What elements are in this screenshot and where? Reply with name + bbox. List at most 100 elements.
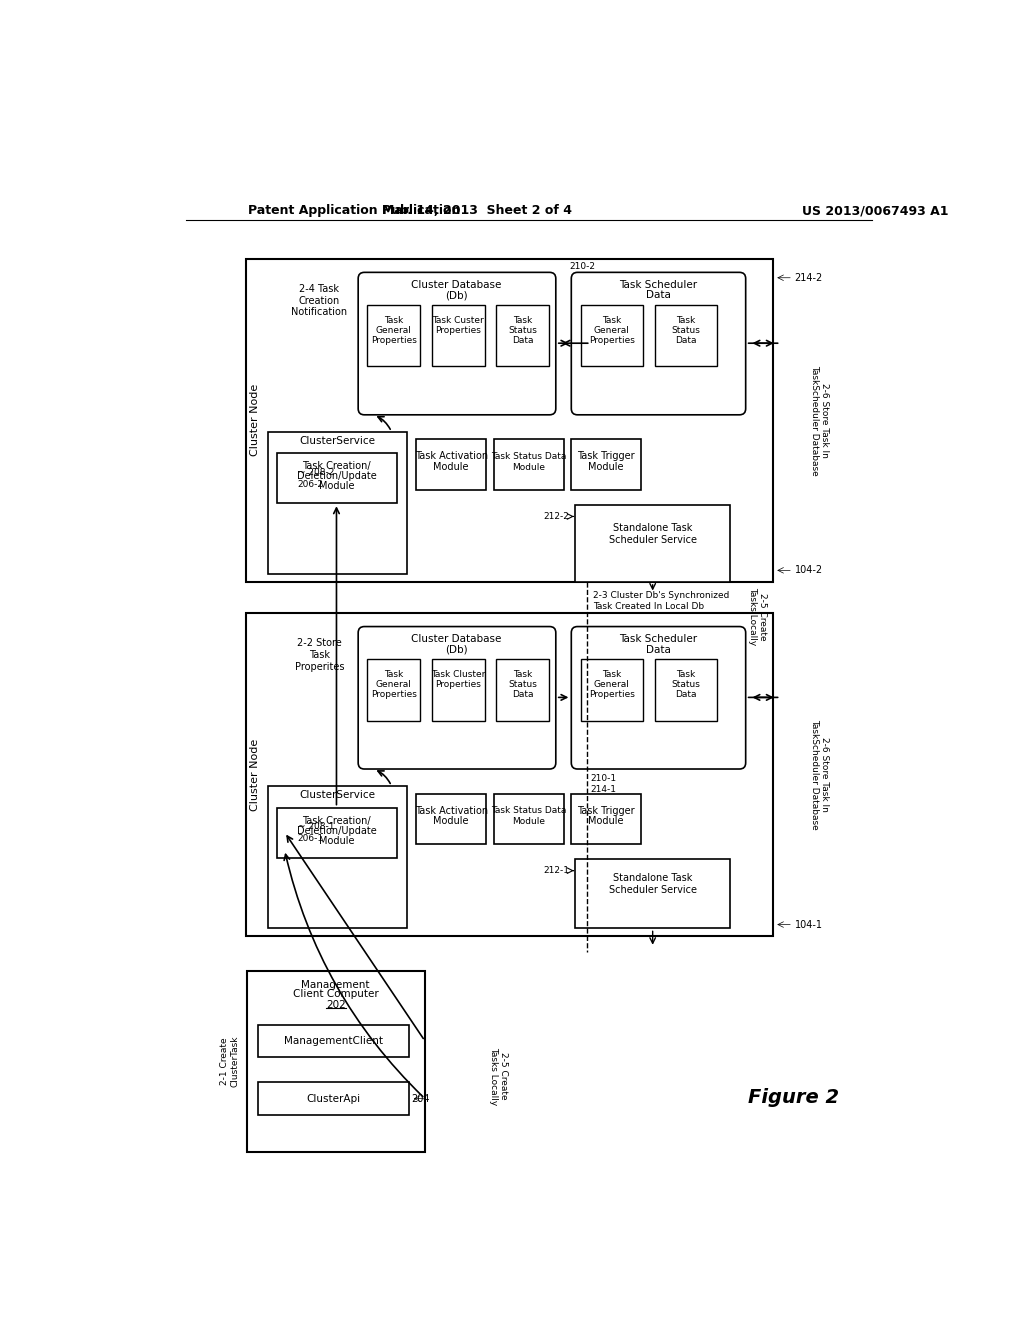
Bar: [494, 440, 563, 490]
Text: Deletion/Update: Deletion/Update: [297, 471, 377, 482]
Text: ManagementClient: ManagementClient: [284, 1036, 383, 1045]
Bar: [496, 305, 549, 367]
Text: Properties: Properties: [435, 326, 481, 334]
Text: 210-1: 210-1: [591, 774, 616, 783]
Text: Cluster Database: Cluster Database: [412, 280, 502, 289]
Text: Status: Status: [672, 680, 700, 689]
Bar: [496, 659, 549, 721]
Bar: [246, 612, 773, 936]
Text: Client Computer: Client Computer: [293, 989, 379, 999]
Bar: [267, 432, 407, 574]
Text: Task: Task: [513, 315, 532, 325]
Bar: [575, 859, 730, 928]
Text: General: General: [594, 680, 630, 689]
Text: Status: Status: [508, 326, 537, 334]
Bar: [247, 970, 425, 1151]
Text: Task Scheduler: Task Scheduler: [620, 280, 697, 289]
Text: 212-1: 212-1: [543, 866, 569, 875]
Text: 206-2: 206-2: [297, 479, 323, 488]
Text: Mar. 14, 2013  Sheet 2 of 4: Mar. 14, 2013 Sheet 2 of 4: [382, 205, 571, 218]
Text: Data: Data: [512, 690, 534, 698]
Text: Task Activation: Task Activation: [415, 805, 487, 816]
Bar: [417, 793, 486, 843]
Text: Properties: Properties: [371, 690, 417, 698]
Text: Task Status Data: Task Status Data: [490, 451, 566, 461]
Text: Task: Task: [513, 669, 532, 678]
Text: Task: Task: [602, 315, 622, 325]
Text: Task: Task: [677, 669, 695, 678]
Text: 214-1: 214-1: [591, 785, 616, 795]
Text: Task Activation: Task Activation: [415, 451, 487, 462]
Text: Module: Module: [589, 816, 624, 826]
Text: Deletion/Update: Deletion/Update: [297, 825, 377, 836]
Bar: [258, 1082, 410, 1114]
Text: 2-4 Task
Creation
Notification: 2-4 Task Creation Notification: [292, 284, 347, 317]
Text: (Db): (Db): [445, 290, 468, 301]
Bar: [432, 305, 484, 367]
Text: Cluster Database: Cluster Database: [412, 634, 502, 644]
FancyBboxPatch shape: [358, 627, 556, 770]
Text: Data: Data: [646, 290, 671, 301]
Bar: [368, 305, 420, 367]
Text: Standalone Task: Standalone Task: [613, 523, 692, 533]
Text: ~ 208-1: ~ 208-1: [299, 822, 335, 832]
Text: Properties: Properties: [589, 335, 635, 345]
Text: Data: Data: [512, 335, 534, 345]
Text: Task Custer: Task Custer: [432, 315, 484, 325]
Text: Task Trigger: Task Trigger: [578, 451, 635, 462]
Text: 2-3 Cluster Db's Synchronized
Task Created In Local Db: 2-3 Cluster Db's Synchronized Task Creat…: [593, 591, 729, 611]
Text: Management: Management: [301, 979, 370, 990]
Text: Cluster Node: Cluster Node: [250, 738, 260, 810]
Text: General: General: [376, 326, 412, 334]
Text: Scheduler Service: Scheduler Service: [608, 535, 696, 545]
Text: US 2013/0067493 A1: US 2013/0067493 A1: [802, 205, 949, 218]
Bar: [655, 659, 717, 721]
Text: Scheduler Service: Scheduler Service: [608, 884, 696, 895]
Text: 2-6 Store Task In
TaskScheduler Database: 2-6 Store Task In TaskScheduler Database: [810, 719, 829, 830]
Text: Figure 2: Figure 2: [748, 1088, 839, 1107]
Text: Module: Module: [433, 816, 469, 826]
Bar: [276, 808, 397, 858]
Text: General: General: [376, 680, 412, 689]
Text: 202: 202: [326, 999, 345, 1010]
Text: Data: Data: [675, 335, 696, 345]
Text: Module: Module: [512, 463, 545, 471]
Text: Data: Data: [675, 690, 696, 698]
Bar: [571, 793, 641, 843]
Text: Module: Module: [318, 482, 354, 491]
Text: ClusterService: ClusterService: [299, 436, 375, 446]
Text: 212-2: 212-2: [543, 512, 569, 521]
Text: 204: 204: [411, 1093, 429, 1104]
Bar: [246, 259, 773, 582]
Text: Task: Task: [384, 315, 403, 325]
Text: Standalone Task: Standalone Task: [613, 874, 692, 883]
Text: 214-2: 214-2: [795, 273, 822, 282]
Bar: [581, 659, 643, 721]
Text: Data: Data: [646, 644, 671, 655]
Bar: [494, 793, 563, 843]
Text: Status: Status: [672, 326, 700, 334]
Text: Task: Task: [384, 669, 403, 678]
Bar: [581, 305, 643, 367]
Text: 2-2 Store
Task
Properites: 2-2 Store Task Properites: [295, 639, 344, 672]
FancyBboxPatch shape: [358, 272, 556, 414]
Text: ClusterApi: ClusterApi: [306, 1093, 360, 1104]
Text: Module: Module: [433, 462, 469, 473]
Text: Cluster Node: Cluster Node: [250, 384, 260, 457]
Text: Properties: Properties: [371, 335, 417, 345]
Text: ~ 208-2: ~ 208-2: [299, 469, 335, 477]
Text: (Db): (Db): [445, 644, 468, 655]
Text: Module: Module: [589, 462, 624, 473]
FancyBboxPatch shape: [571, 627, 745, 770]
Bar: [575, 506, 730, 582]
Text: Task Creation/: Task Creation/: [302, 462, 371, 471]
Text: 210-2: 210-2: [569, 261, 595, 271]
Bar: [258, 1024, 410, 1057]
Text: Patent Application Publication: Patent Application Publication: [248, 205, 461, 218]
Text: Task Status Data: Task Status Data: [490, 807, 566, 814]
Bar: [368, 659, 420, 721]
Bar: [417, 440, 486, 490]
Bar: [655, 305, 717, 367]
Text: ClusterService: ClusterService: [299, 791, 375, 800]
Bar: [571, 440, 641, 490]
